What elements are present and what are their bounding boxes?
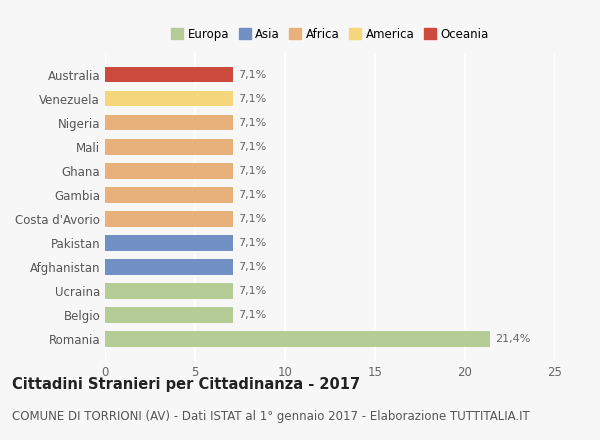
Bar	[105, 91, 233, 106]
Bar	[105, 115, 233, 131]
Text: 7,1%: 7,1%	[238, 310, 266, 320]
Bar	[105, 283, 233, 299]
Text: 7,1%: 7,1%	[238, 238, 266, 248]
Text: 7,1%: 7,1%	[238, 214, 266, 224]
Text: 7,1%: 7,1%	[238, 166, 266, 176]
Text: 7,1%: 7,1%	[238, 117, 266, 128]
Bar	[105, 211, 233, 227]
Bar	[105, 331, 490, 347]
Bar	[105, 187, 233, 202]
Bar	[105, 307, 233, 323]
Text: 7,1%: 7,1%	[238, 190, 266, 200]
Bar	[105, 139, 233, 154]
Legend: Europa, Asia, Africa, America, Oceania: Europa, Asia, Africa, America, Oceania	[171, 28, 489, 41]
Text: 21,4%: 21,4%	[496, 334, 531, 344]
Text: COMUNE DI TORRIONI (AV) - Dati ISTAT al 1° gennaio 2017 - Elaborazione TUTTITALI: COMUNE DI TORRIONI (AV) - Dati ISTAT al …	[12, 410, 530, 423]
Text: 7,1%: 7,1%	[238, 142, 266, 152]
Bar	[105, 163, 233, 179]
Text: 7,1%: 7,1%	[238, 286, 266, 296]
Text: Cittadini Stranieri per Cittadinanza - 2017: Cittadini Stranieri per Cittadinanza - 2…	[12, 378, 360, 392]
Text: 7,1%: 7,1%	[238, 70, 266, 80]
Bar	[105, 235, 233, 251]
Bar	[105, 259, 233, 275]
Text: 7,1%: 7,1%	[238, 94, 266, 104]
Bar	[105, 67, 233, 82]
Text: 7,1%: 7,1%	[238, 262, 266, 272]
